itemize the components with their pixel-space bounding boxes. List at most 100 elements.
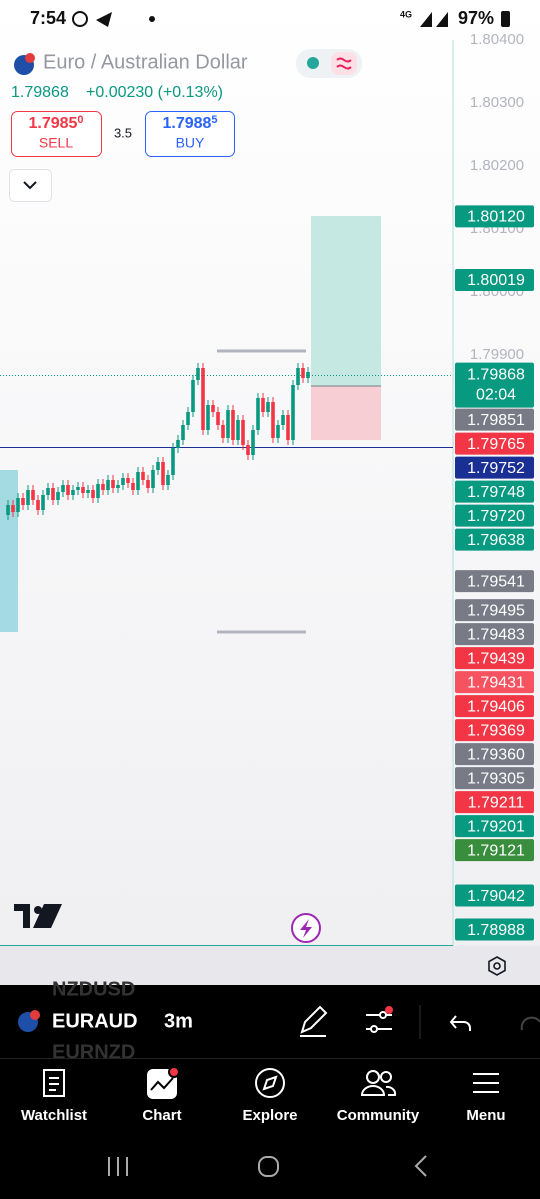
status-time: 7:54 bbox=[30, 8, 66, 28]
menu-icon bbox=[473, 1073, 499, 1093]
buy-button[interactable] bbox=[145, 111, 235, 157]
price-badge-label: 1.80120 bbox=[467, 209, 525, 226]
price-badge-label: 1.79369 bbox=[467, 722, 525, 739]
bottom-bars bbox=[0, 985, 540, 1199]
back-button[interactable] bbox=[414, 1155, 427, 1177]
tradingview-logo bbox=[14, 904, 62, 928]
price-badge-label: 1.79541 bbox=[467, 573, 525, 590]
price-badge bbox=[455, 269, 534, 292]
price-scale-label: 1.79900 bbox=[470, 346, 524, 363]
price-badge-label: 1.79765 bbox=[467, 436, 525, 453]
price-badge bbox=[455, 432, 534, 455]
candle-body bbox=[221, 425, 225, 438]
candle-body bbox=[246, 445, 250, 455]
candle-body bbox=[226, 410, 230, 438]
candle-body bbox=[186, 412, 190, 425]
price-badge-label: 1.79439 bbox=[467, 650, 525, 667]
candle-body bbox=[216, 412, 220, 425]
draw-tool-icon[interactable] bbox=[300, 1005, 328, 1037]
candle-body bbox=[166, 475, 170, 485]
candle-body bbox=[306, 372, 310, 378]
candle-body bbox=[266, 402, 270, 412]
candle-body bbox=[11, 505, 15, 512]
chevron-icon bbox=[23, 181, 37, 190]
candle-body bbox=[181, 425, 185, 440]
sell-price: 1.79850 bbox=[28, 114, 83, 132]
candle-body bbox=[201, 368, 205, 430]
nav-label[interactable]: Community bbox=[337, 1107, 420, 1124]
sell-price-main: 1.7985 bbox=[28, 115, 77, 132]
status-battery: 97% bbox=[458, 8, 494, 28]
price-badge bbox=[455, 839, 534, 862]
time-axis bbox=[0, 946, 540, 985]
candle-body bbox=[106, 480, 110, 490]
candle-body bbox=[156, 462, 160, 470]
price-badge-label: 1.79406 bbox=[467, 698, 525, 715]
price-badge bbox=[455, 205, 534, 228]
community-icon bbox=[380, 1071, 392, 1083]
candle-body bbox=[241, 420, 245, 445]
candle-body bbox=[71, 490, 75, 495]
price-badge bbox=[455, 743, 534, 766]
chart-icon bbox=[147, 1069, 177, 1099]
lightning-icon bbox=[300, 919, 312, 938]
status-signal bbox=[420, 12, 448, 27]
bar-countdown: 02:04 bbox=[476, 386, 516, 403]
candle-body bbox=[81, 487, 85, 493]
loss-zone bbox=[311, 386, 381, 440]
home-button[interactable] bbox=[258, 1156, 279, 1177]
watchlist-icon bbox=[43, 1069, 65, 1097]
price-badge-label: 1.79748 bbox=[467, 484, 525, 501]
candle-body bbox=[121, 478, 125, 485]
recent-apps-button[interactable] bbox=[108, 1157, 128, 1176]
price-badge bbox=[455, 408, 534, 431]
price-badge bbox=[455, 480, 534, 503]
sell-button[interactable] bbox=[11, 111, 102, 157]
candle-body bbox=[296, 368, 300, 385]
nav-label[interactable]: Explore bbox=[242, 1107, 297, 1124]
sell-label: SELL bbox=[39, 135, 73, 151]
chart-icon bbox=[150, 1077, 174, 1091]
candle-body bbox=[46, 488, 50, 495]
chart-background bbox=[0, 0, 540, 985]
status-icon bbox=[96, 12, 112, 27]
settings-icon[interactable] bbox=[488, 956, 506, 976]
symbol-below: EURNZD bbox=[52, 1041, 135, 1063]
notification-dot bbox=[168, 1066, 180, 1078]
price-badge bbox=[455, 623, 534, 646]
nav-label[interactable]: Menu bbox=[466, 1107, 505, 1124]
current-price: 1.79868 bbox=[467, 366, 525, 383]
candle-body bbox=[251, 430, 255, 455]
symbol-above: NZDUSD bbox=[52, 978, 135, 1000]
status-icon bbox=[149, 16, 155, 22]
candle-body bbox=[276, 425, 280, 438]
price-badge bbox=[455, 671, 534, 694]
symbol-title: Euro / Australian Dollar bbox=[43, 51, 248, 73]
candle-body bbox=[41, 495, 45, 510]
nav-label[interactable]: Watchlist bbox=[21, 1107, 87, 1124]
price-badge-label: 1.79495 bbox=[467, 602, 525, 619]
nav-label[interactable]: Chart bbox=[142, 1107, 181, 1124]
candle-body bbox=[256, 398, 260, 430]
settings-icon bbox=[493, 962, 501, 970]
candle-body bbox=[171, 448, 175, 475]
status-network: 4G bbox=[400, 9, 412, 19]
toolbar-symbol[interactable]: EURAUD bbox=[52, 1010, 138, 1032]
candle-body bbox=[286, 415, 290, 440]
candle-body bbox=[21, 498, 25, 505]
price-badge-label: 1.79752 bbox=[467, 460, 525, 477]
price-scale-label: 1.80400 bbox=[470, 31, 524, 48]
redo-icon[interactable] bbox=[520, 1016, 540, 1031]
price-badge-label: 1.79042 bbox=[467, 888, 525, 905]
price-badge bbox=[455, 695, 534, 718]
candle-body bbox=[26, 490, 30, 505]
collapse-button[interactable] bbox=[9, 169, 52, 202]
price-badge-label: 1.79211 bbox=[468, 794, 525, 811]
delayed-badge bbox=[331, 52, 357, 75]
candle-body bbox=[91, 490, 95, 498]
candle-body bbox=[16, 498, 20, 512]
price-badge bbox=[455, 791, 534, 814]
toolbar-interval[interactable]: 3m bbox=[164, 1010, 193, 1032]
candle-body bbox=[191, 380, 195, 412]
undo-icon[interactable] bbox=[449, 1015, 471, 1031]
